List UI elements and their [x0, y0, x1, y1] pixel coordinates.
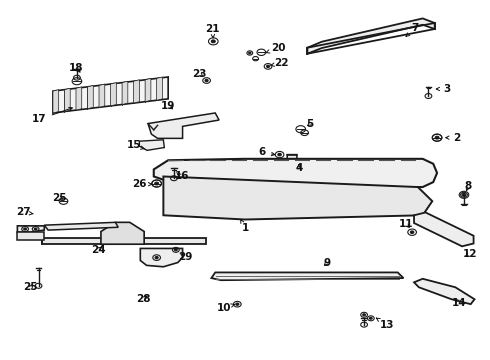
Text: 21: 21: [205, 24, 220, 38]
Circle shape: [248, 52, 251, 54]
Polygon shape: [157, 77, 162, 100]
Circle shape: [278, 153, 281, 156]
Circle shape: [205, 80, 208, 82]
Circle shape: [363, 314, 366, 316]
Text: 26: 26: [132, 179, 152, 189]
Text: 15: 15: [126, 140, 144, 150]
Text: 6: 6: [259, 148, 275, 157]
Text: 4: 4: [295, 163, 302, 173]
Polygon shape: [414, 212, 473, 246]
Text: 3: 3: [436, 84, 450, 94]
Text: 25: 25: [52, 193, 67, 203]
Text: 25: 25: [24, 282, 38, 292]
Polygon shape: [99, 84, 105, 107]
Circle shape: [24, 228, 26, 230]
Text: 16: 16: [174, 171, 189, 181]
Text: 28: 28: [136, 294, 150, 304]
Text: 27: 27: [16, 207, 33, 217]
Polygon shape: [163, 176, 432, 220]
Text: 18: 18: [69, 63, 83, 73]
Text: 12: 12: [463, 249, 477, 259]
Polygon shape: [154, 159, 437, 187]
Polygon shape: [65, 88, 70, 112]
Text: 11: 11: [399, 220, 414, 229]
Circle shape: [155, 256, 158, 259]
Polygon shape: [148, 113, 219, 138]
Circle shape: [462, 193, 466, 196]
Polygon shape: [139, 140, 164, 150]
Text: 29: 29: [178, 252, 193, 262]
Circle shape: [435, 136, 439, 139]
Text: 9: 9: [323, 258, 330, 268]
Text: 23: 23: [193, 69, 207, 79]
Polygon shape: [88, 85, 93, 109]
Circle shape: [211, 40, 215, 43]
Text: 2: 2: [446, 133, 460, 143]
Polygon shape: [140, 248, 183, 267]
Polygon shape: [307, 18, 435, 54]
Polygon shape: [101, 222, 144, 244]
Text: 7: 7: [406, 23, 418, 36]
Text: 8: 8: [465, 181, 472, 192]
Polygon shape: [122, 81, 128, 104]
Circle shape: [369, 317, 372, 319]
Polygon shape: [111, 83, 116, 106]
Polygon shape: [76, 87, 82, 110]
Polygon shape: [211, 273, 403, 280]
Polygon shape: [42, 238, 206, 244]
Polygon shape: [53, 90, 59, 113]
Text: 1: 1: [241, 220, 248, 233]
Text: 17: 17: [32, 107, 73, 124]
Circle shape: [174, 249, 177, 251]
Circle shape: [155, 182, 159, 185]
Text: 22: 22: [271, 58, 289, 68]
Circle shape: [34, 228, 37, 230]
Polygon shape: [414, 279, 474, 304]
Circle shape: [267, 65, 270, 68]
Text: 19: 19: [161, 101, 175, 111]
Text: 10: 10: [217, 303, 234, 313]
Polygon shape: [53, 77, 168, 113]
Polygon shape: [145, 78, 151, 102]
Circle shape: [236, 303, 239, 305]
Text: 14: 14: [452, 298, 466, 308]
Polygon shape: [17, 232, 44, 240]
Text: 5: 5: [307, 118, 314, 129]
Polygon shape: [17, 226, 44, 232]
Text: 13: 13: [376, 318, 394, 330]
Text: 24: 24: [91, 245, 105, 255]
Polygon shape: [44, 222, 118, 230]
Circle shape: [411, 231, 414, 234]
Polygon shape: [134, 80, 139, 103]
Text: 20: 20: [266, 43, 286, 53]
Polygon shape: [282, 154, 297, 176]
